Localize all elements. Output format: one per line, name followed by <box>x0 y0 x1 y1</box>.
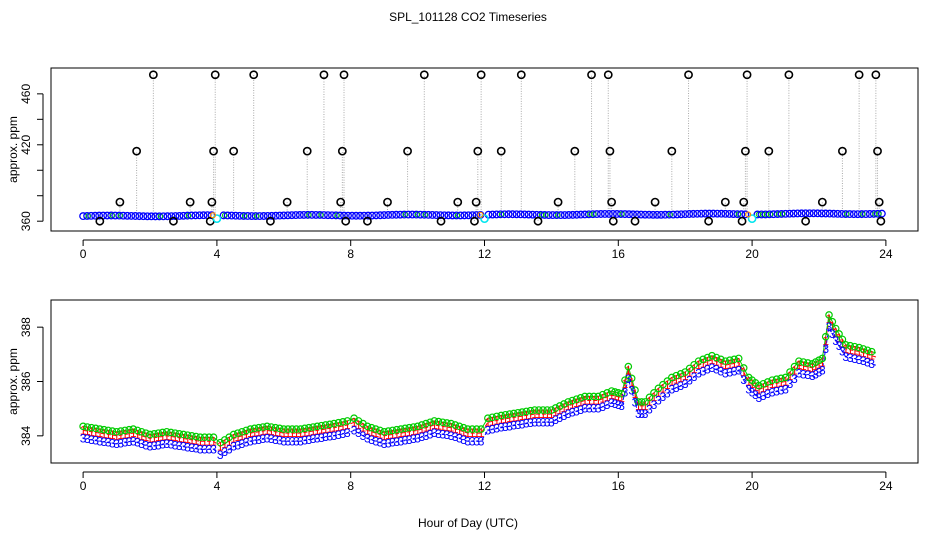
series-3-point: 3 <box>822 342 829 356</box>
bottom-y-tick-label: 386 <box>19 371 33 391</box>
bottom-marks: 11111111111111111111111111111111 11111111… <box>80 312 876 462</box>
black-circle-point <box>722 198 729 205</box>
black-circle-point <box>740 198 747 205</box>
bottom-panel: 11111111111111111111111111111111 11111111… <box>6 300 918 493</box>
bottom-x-axis: 0 4 8 12 16 20 24 <box>80 472 893 493</box>
series-3-point: 3 <box>868 357 875 371</box>
figure: SPL_101128 CO2 Timeseries Hour of Day (U… <box>0 0 936 540</box>
black-circle-point <box>339 148 346 155</box>
top-x-axis: 0 4 8 12 16 20 24 <box>80 240 893 261</box>
cyan-circle-point <box>213 215 220 222</box>
black-circle-point <box>872 71 879 78</box>
top-y-axis: 360 420 460 <box>19 84 43 232</box>
top-y-tick-label: 360 <box>19 211 33 231</box>
black-circle-point <box>685 71 692 78</box>
series-3-point: 3 <box>819 364 826 378</box>
top-x-tick-label: 24 <box>879 247 893 261</box>
bottom-y-axis-title: approx. ppm <box>6 348 20 415</box>
black-circle-point <box>738 218 745 225</box>
bottom-x-tick-label: 0 <box>80 479 87 493</box>
bottom-x-tick-label: 4 <box>214 479 221 493</box>
top-x-tick-label: 8 <box>347 247 354 261</box>
black-circle-point <box>133 148 140 155</box>
black-circle-point <box>876 198 883 205</box>
bottom-x-tick-label: 8 <box>347 479 354 493</box>
bottom-y-axis: 384 386 388 <box>19 317 43 446</box>
bottom-x-tick-label: 16 <box>612 479 626 493</box>
black-circle-point <box>304 148 311 155</box>
top-panel: 0 4 8 12 16 20 24 360 420 460 approx. ppm <box>6 68 918 261</box>
black-circle-point <box>230 148 237 155</box>
bottom-x-tick-label: 20 <box>745 479 759 493</box>
bottom-x-tick-label: 24 <box>879 479 893 493</box>
top-x-tick-label: 0 <box>80 247 87 261</box>
black-circle-point <box>608 198 615 205</box>
top-connectors <box>100 75 881 221</box>
black-circle-point <box>571 148 578 155</box>
black-circle-point <box>210 148 217 155</box>
top-marks <box>96 71 884 225</box>
top-x-tick-label: 20 <box>745 247 759 261</box>
black-circle-point <box>471 218 478 225</box>
series-2-line <box>83 315 876 443</box>
top-y-tick-label: 460 <box>19 84 33 104</box>
top-x-tick-label: 16 <box>612 247 626 261</box>
black-circle-point <box>534 218 541 225</box>
black-circle-point <box>150 71 157 78</box>
black-circle-point <box>743 71 750 78</box>
black-circle-point <box>610 218 617 225</box>
bottom-y-tick-label: 384 <box>19 426 33 446</box>
top-y-axis-title: approx. ppm <box>6 116 20 183</box>
black-circle-point <box>819 198 826 205</box>
chart-title: SPL_101128 CO2 Timeseries <box>389 10 547 24</box>
orange-circle-point <box>478 212 483 217</box>
black-circle-point <box>588 71 595 78</box>
x-axis-title: Hour of Day (UTC) <box>418 516 518 530</box>
black-circle-point <box>631 218 638 225</box>
bottom-x-tick-label: 12 <box>478 479 492 493</box>
top-x-tick-label: 4 <box>214 247 221 261</box>
bottom-y-tick-label: 388 <box>19 317 33 337</box>
black-circle-point <box>518 71 525 78</box>
black-circle-point <box>474 148 481 155</box>
top-y-tick-label: 420 <box>19 134 33 154</box>
top-x-tick-label: 12 <box>478 247 492 261</box>
top-plot-frame <box>51 68 918 231</box>
series-3-point: 3 <box>618 399 625 413</box>
